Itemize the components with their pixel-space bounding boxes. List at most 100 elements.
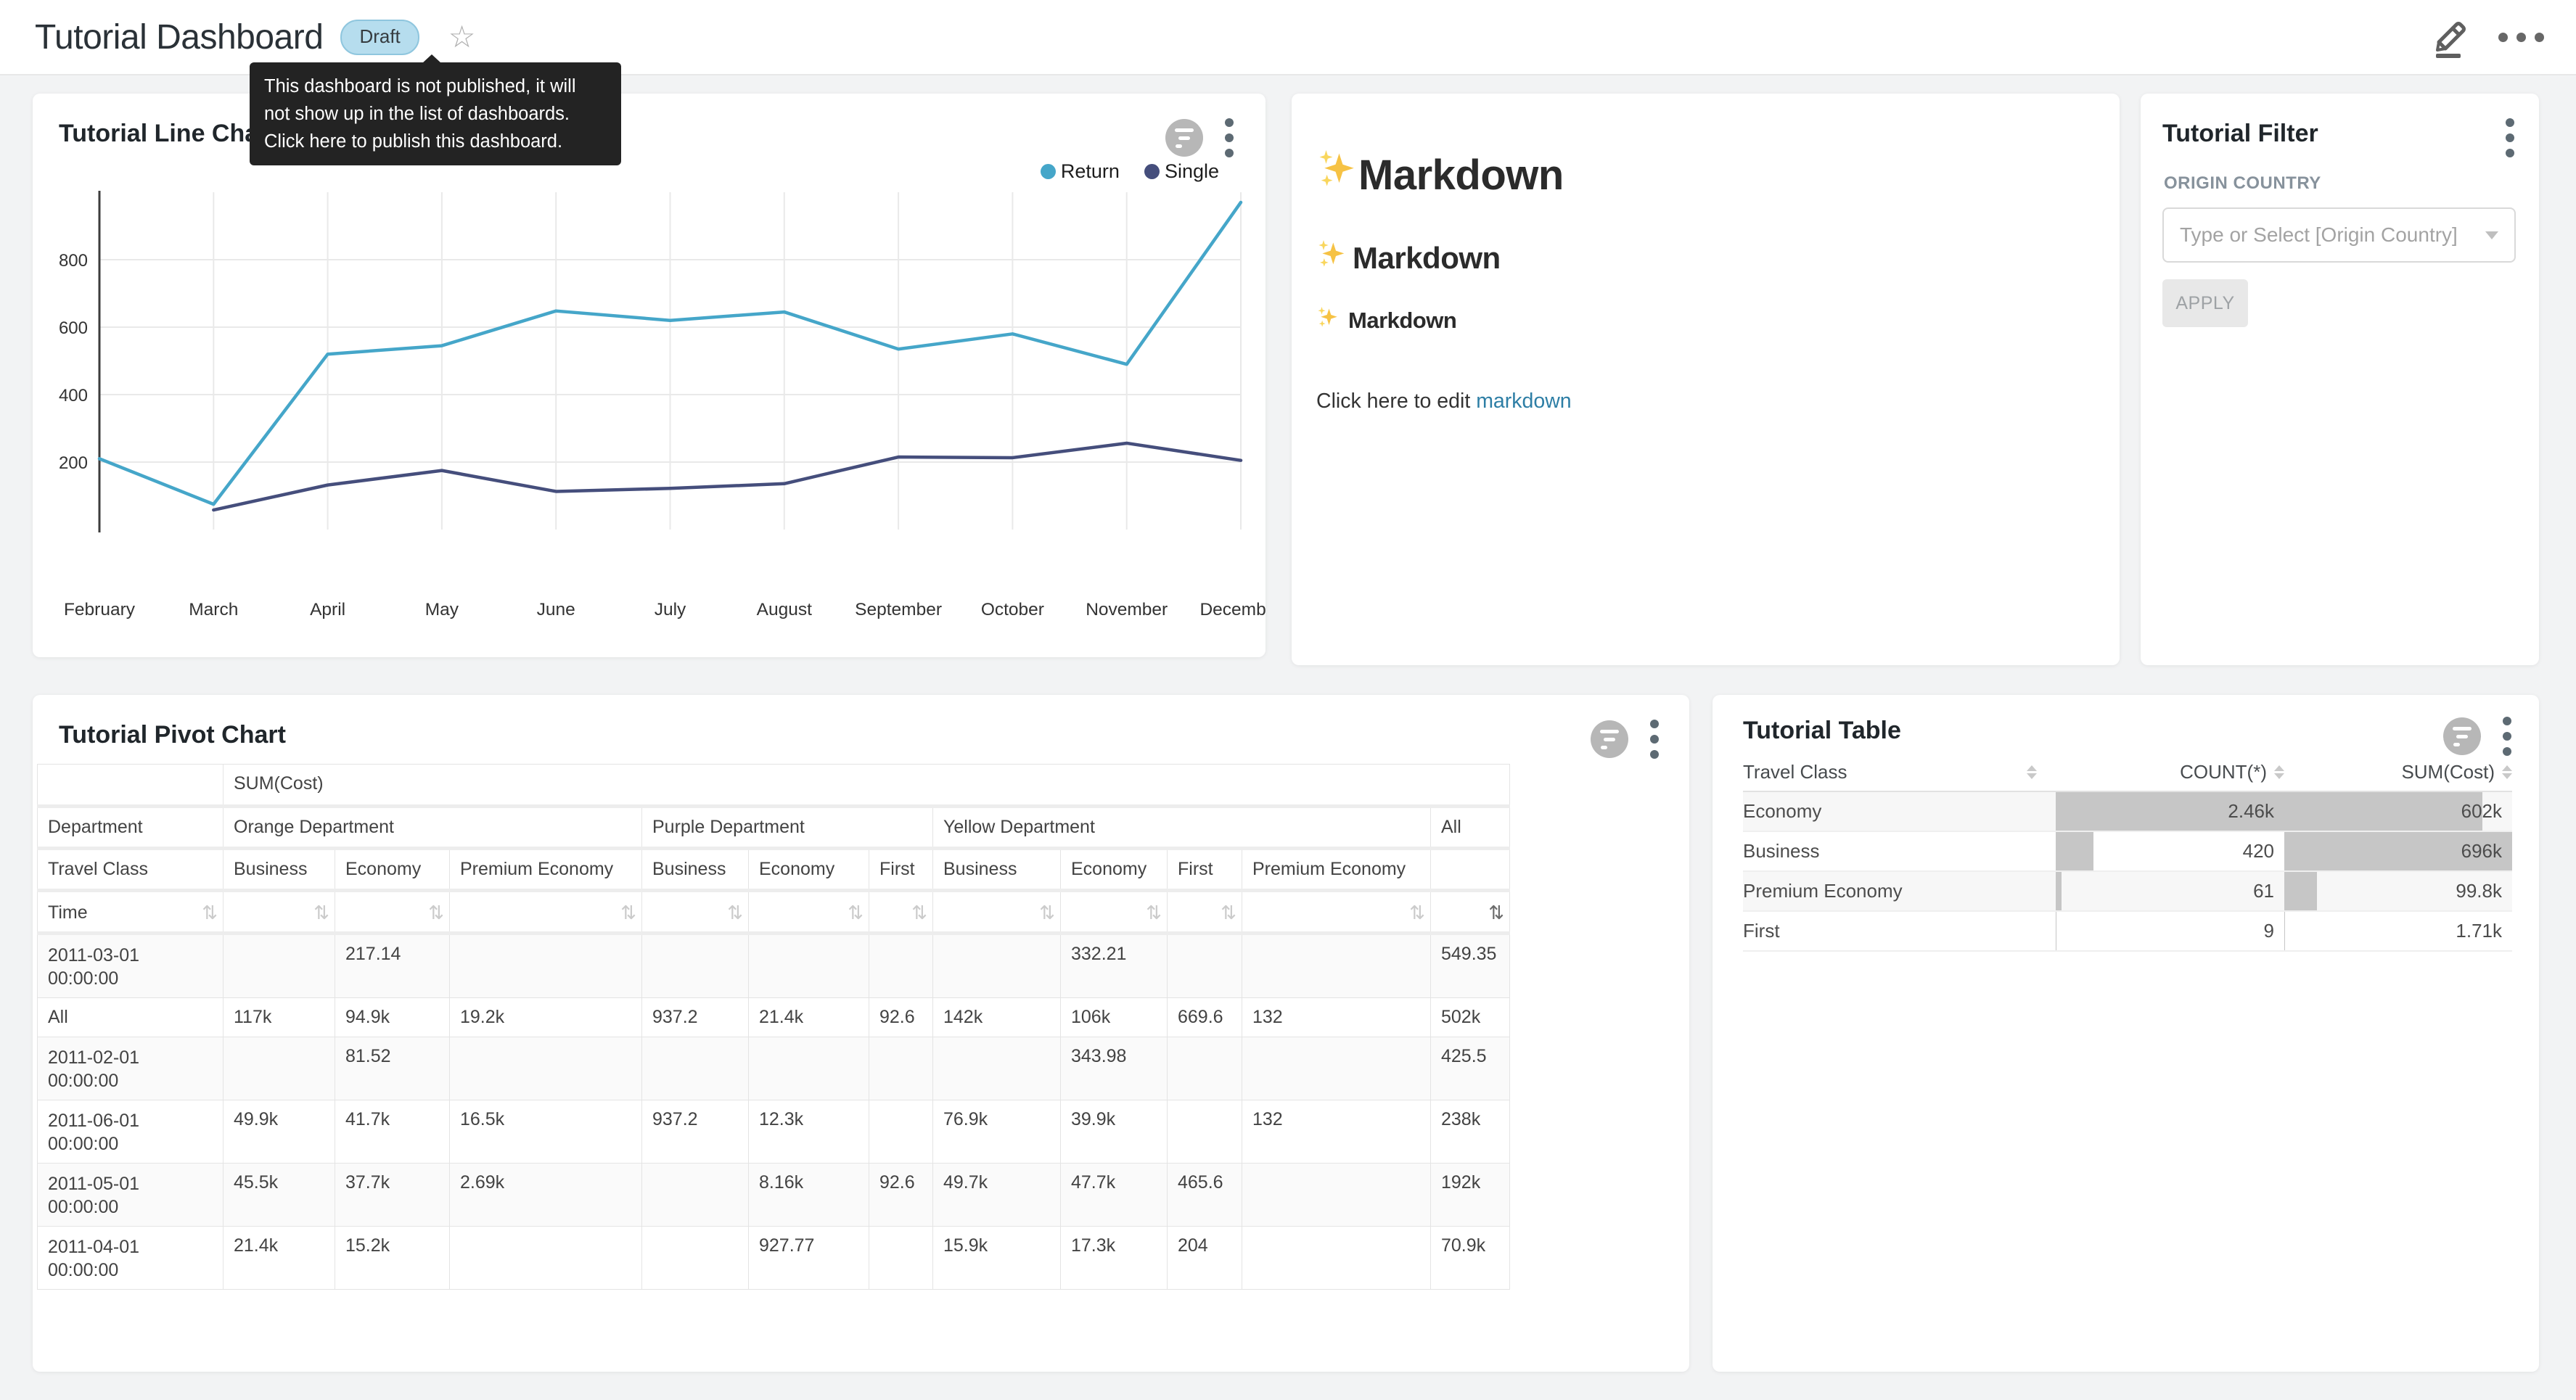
markdown-paragraph: Click here to edit markdown [1316,390,1572,413]
pivot-value-cell: 425.5 [1429,1037,1511,1100]
cell-sum-cost: 696k [2284,832,2512,870]
legend-item[interactable]: Return [1040,160,1120,183]
cell-sum-cost: 1.71k [2284,912,2502,950]
markdown-link[interactable]: markdown [1476,390,1572,413]
svg-text:200: 200 [59,453,88,473]
pivot-value-cell [641,1226,749,1290]
pivot-value-cell [1167,1100,1242,1164]
sort-icon[interactable]: ⇅ [911,902,927,924]
legend-dot [1040,164,1056,179]
chevron-down-icon [2485,231,2498,239]
pivot-value-cell [869,1037,933,1100]
svg-text:May: May [425,600,459,619]
svg-text:400: 400 [59,386,88,405]
pivot-value-cell: 76.9k [932,1100,1061,1164]
pivot-sort-cell: ⇅ [449,890,642,935]
cell-travel-class: Economy [1743,800,1822,822]
cell-sum-cost: 602k [2284,792,2512,831]
apply-button[interactable]: APPLY [2162,279,2248,327]
cell-count: 61 [2056,872,2284,910]
pivot-value-cell: 343.98 [1060,1037,1168,1100]
sort-icon[interactable]: ⇅ [202,902,218,924]
pivot-row: 2011-03-01 00:00:00 217.14 332.21 549.35 [37,933,1511,998]
svg-text:March: March [189,600,238,619]
pivot-value-cell: 17.3k [1060,1226,1168,1290]
select-placeholder: Type or Select [Origin Country] [2180,223,2458,246]
pivot-value-cell: 549.35 [1429,933,1511,998]
chart-menu-icon[interactable] [1647,717,1662,762]
data-table: Travel Class COUNT(*) SUM(Cost) Economy 2.46… [1743,753,2512,952]
filter-menu-icon[interactable] [2503,115,2517,160]
pivot-value-cell: 39.9k [1060,1100,1168,1164]
pivot-value-cell [869,1226,933,1290]
table-row: Business 420 696k [1743,832,2512,872]
more-options-icon[interactable] [2498,32,2544,42]
pivot-dimension-header: Travel Class [37,848,223,892]
sort-carets-icon [2027,765,2037,779]
chart-menu-icon[interactable] [1222,115,1236,160]
pivot-value-cell: 132 [1242,1100,1431,1164]
value-bar [2284,832,2512,870]
pivot-class-header: First [869,848,933,892]
sort-icon[interactable]: ⇅ [620,902,636,924]
pivot-sort-cell: ⇅ [932,890,1061,935]
pivot-sort-cell: ⇅ [869,890,933,935]
sort-desc-active-icon[interactable]: ⇅ [1488,902,1504,924]
applied-filters-icon[interactable] [2443,717,2481,755]
pivot-sort-cell: ⇅ [335,890,450,935]
pivot-value-cell [1167,1037,1242,1100]
pivot-value-cell: 669.6 [1167,997,1242,1037]
draft-badge[interactable]: Draft [340,19,419,55]
svg-text:July: July [655,600,686,619]
chart-menu-icon[interactable] [2500,714,2514,759]
sort-icon[interactable]: ⇅ [1409,902,1425,924]
cell-travel-class: First [1743,920,1780,942]
pivot-metric-header: SUM(Cost) [222,764,1511,808]
legend-item[interactable]: Single [1144,160,1219,183]
svg-text:November: November [1086,600,1168,619]
pivot-class-header: Business [223,848,335,892]
pivot-value-cell: 142k [932,997,1061,1037]
applied-filters-icon[interactable] [1165,119,1203,157]
sort-icon[interactable]: ⇅ [848,902,864,924]
pivot-class-header: First [1167,848,1242,892]
sort-icon[interactable]: ⇅ [1039,902,1055,924]
pivot-value-cell: 21.4k [223,1226,335,1290]
value-bar [2284,792,2483,831]
sort-icon[interactable]: ⇅ [727,902,743,924]
pivot-class-header: Economy [335,848,450,892]
column-header-travel-class[interactable]: Travel Class [1743,761,2056,783]
pivot-all-header: All [1429,806,1511,850]
table-row: Premium Economy 61 99.8k [1743,872,2512,912]
pivot-chart-card: Tutorial Pivot Chart SUM(Cost) Department… [33,695,1689,1372]
filter-field-label: ORIGIN COUNTRY [2164,173,2321,193]
pivot-value-cell [641,1163,749,1227]
sort-icon[interactable]: ⇅ [1221,902,1236,924]
sparkles-icon [1316,307,1341,334]
edit-dashboard-icon[interactable] [2429,16,2468,58]
origin-country-select[interactable]: Type or Select [Origin Country] [2162,207,2516,263]
pivot-value-cell [449,1037,642,1100]
line-chart-card: Tutorial Line Chart Return Single 200 400… [33,94,1266,657]
sort-icon[interactable]: ⇅ [1146,902,1162,924]
column-header-count[interactable]: COUNT(*) [2056,761,2284,783]
pivot-sort-cell: ⇅ [223,890,335,935]
pivot-value-cell: 132 [1242,997,1431,1037]
sort-icon[interactable]: ⇅ [313,902,329,924]
pivot-value-cell: 92.6 [869,997,933,1037]
table-card-actions [2443,714,2514,759]
table-row: Economy 2.46k 602k [1743,792,2512,832]
column-header-sum-cost[interactable]: SUM(Cost) [2284,761,2512,783]
svg-text:September: September [855,600,942,619]
value-bar [2056,872,2062,910]
pivot-value-cell [869,933,933,998]
pivot-value-cell: 41.7k [335,1100,450,1164]
sort-icon[interactable]: ⇅ [428,902,444,924]
sparkles-icon [1316,240,1348,276]
favorite-star-icon[interactable]: ☆ [448,19,476,54]
value-bar [2056,792,2284,831]
tooltip-line: not show up in the list of dashboards. [264,104,570,124]
pivot-corner-cell [37,764,223,808]
pivot-row-label: 2011-02-01 00:00:00 [37,1037,223,1100]
applied-filters-icon[interactable] [1591,720,1628,758]
